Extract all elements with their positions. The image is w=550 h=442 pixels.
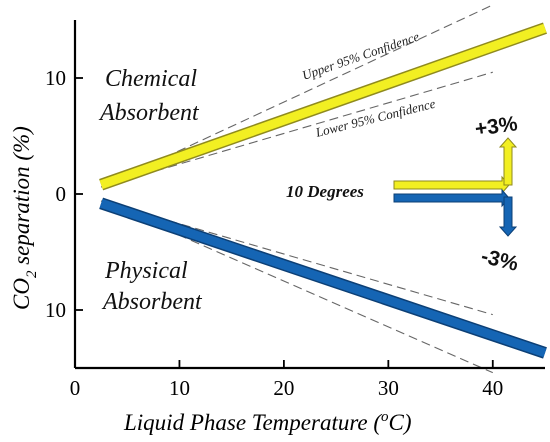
physical-absorbent-label-line2: Absorbent [101, 289, 203, 315]
x-axis-title: Liquid Phase Temperature (oC) [123, 409, 412, 435]
series-line-0 [99, 23, 547, 189]
chemical-absorbent-label-line2: Absorbent [98, 100, 200, 126]
x-tick-label-2: 20 [273, 376, 294, 400]
ten-degrees-label: 10 Degrees [286, 182, 364, 201]
chemical-absorbent-label: Chemical [105, 66, 197, 92]
down-arrow [498, 196, 518, 237]
x-tick-label-0: 0 [70, 376, 81, 400]
minus-three-percent-label: -3% [479, 245, 521, 276]
axis-ticks: 0 10 20 30 40 10 0 10 [45, 66, 503, 400]
confidence-line-2 [100, 200, 493, 316]
plus-three-percent-label: +3% [473, 112, 519, 141]
y-tick-label-2: 10 [45, 298, 66, 322]
series-line-1 [99, 199, 547, 358]
y-tick-label-0: 10 [45, 66, 66, 90]
x-tick-label-3: 30 [378, 376, 399, 400]
series-lines [99, 22, 547, 359]
x-tick-label-4: 40 [482, 376, 503, 400]
confidence-line-1 [100, 71, 493, 188]
y-axis-title: CO2 separation (%) [9, 126, 40, 310]
up-arrow [498, 137, 518, 186]
x-tick-label-1: 10 [169, 376, 190, 400]
y-tick-label-1: 0 [56, 182, 67, 206]
step-annotation: 10 Degrees +3% -3% [286, 112, 521, 276]
yellow-arrow [393, 175, 510, 195]
physical-absorbent-label: Physical [104, 258, 188, 284]
blue-arrow [393, 188, 510, 208]
